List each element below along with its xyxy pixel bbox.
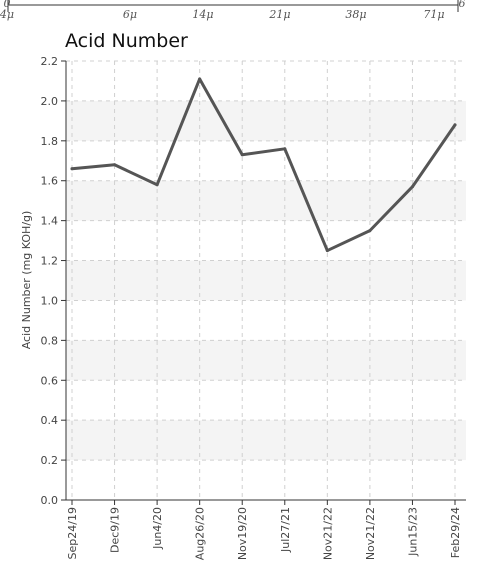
y-tick-label: 1.6 xyxy=(41,175,59,188)
x-ticks: Sep24/19 Dec9/19 Jun4/20 Aug26/20 Nov19/20 Ju… xyxy=(66,500,462,560)
x-tick-label: Dec9/19 xyxy=(109,507,122,553)
chart-title: Acid Number xyxy=(65,30,188,52)
series-group xyxy=(70,77,457,253)
y-tick-label: 0.4 xyxy=(41,414,59,427)
plot-band xyxy=(66,100,466,141)
strip-tick-label: 14μ xyxy=(192,8,213,21)
data-point xyxy=(368,229,372,233)
data-point xyxy=(113,163,117,167)
y-tick-label: 0.2 xyxy=(41,454,59,467)
x-tick-label: Feb29/24 xyxy=(449,507,462,558)
data-point xyxy=(283,147,287,151)
y-ticks: 0.0 0.2 0.4 0.6 0.8 1.0 1.2 1.4 1.6 1.8 2.0 2.2 xyxy=(41,55,66,507)
y-tick-label: 2.2 xyxy=(41,55,59,68)
y-axis-label: Acid Number (mg KOH/g) xyxy=(20,211,33,350)
data-point xyxy=(70,167,74,171)
plot-band xyxy=(66,180,466,221)
data-point xyxy=(410,185,414,189)
plot-band xyxy=(66,340,466,381)
data-point xyxy=(240,153,244,157)
y-tick-label: 1.4 xyxy=(41,215,59,228)
data-point xyxy=(325,249,329,253)
y-tick-label: 1.8 xyxy=(41,135,59,148)
x-tick-label: Jun4/20 xyxy=(151,507,164,550)
x-tick-label: Nov19/20 xyxy=(236,507,249,560)
strip-tick-label: 71μ xyxy=(423,8,444,21)
data-point xyxy=(198,77,202,81)
strip-tick-label: 21μ xyxy=(268,8,290,21)
top-strip: 04μ 6μ 14μ 21μ 38μ 71μ 6 xyxy=(0,0,466,21)
y-tick-label: 0.6 xyxy=(41,374,59,387)
axes xyxy=(65,61,466,501)
y-tick-label: 1.2 xyxy=(41,255,59,268)
x-tick-label: Sep24/19 xyxy=(66,507,79,559)
x-tick-label: Jul27/21 xyxy=(279,507,292,553)
strip-tick-label: 38μ xyxy=(345,8,366,21)
strip-tick-label: 6 xyxy=(459,0,466,10)
y-tick-label: 0.8 xyxy=(41,334,59,347)
data-point xyxy=(453,123,457,127)
y-tick-label: 1.0 xyxy=(41,294,59,307)
x-tick-label: Jun15/23 xyxy=(406,507,419,557)
plot-band xyxy=(66,420,466,461)
grid-lines xyxy=(66,60,466,501)
data-point xyxy=(155,183,159,187)
y-tick-label: 0.0 xyxy=(41,494,59,507)
series-line xyxy=(70,77,457,253)
y-tick-label: 2.0 xyxy=(41,95,59,108)
plot-band xyxy=(66,260,466,301)
x-tick-label: Nov21/22 xyxy=(364,507,377,560)
x-tick-label: Aug26/20 xyxy=(194,507,207,560)
plot-bands xyxy=(66,100,466,461)
x-tick-label: Nov21/22 xyxy=(321,507,334,560)
strip-tick-label: 0 xyxy=(4,0,11,10)
strip-tick-label: 4μ xyxy=(0,8,14,21)
strip-tick-label: 6μ xyxy=(123,8,137,21)
